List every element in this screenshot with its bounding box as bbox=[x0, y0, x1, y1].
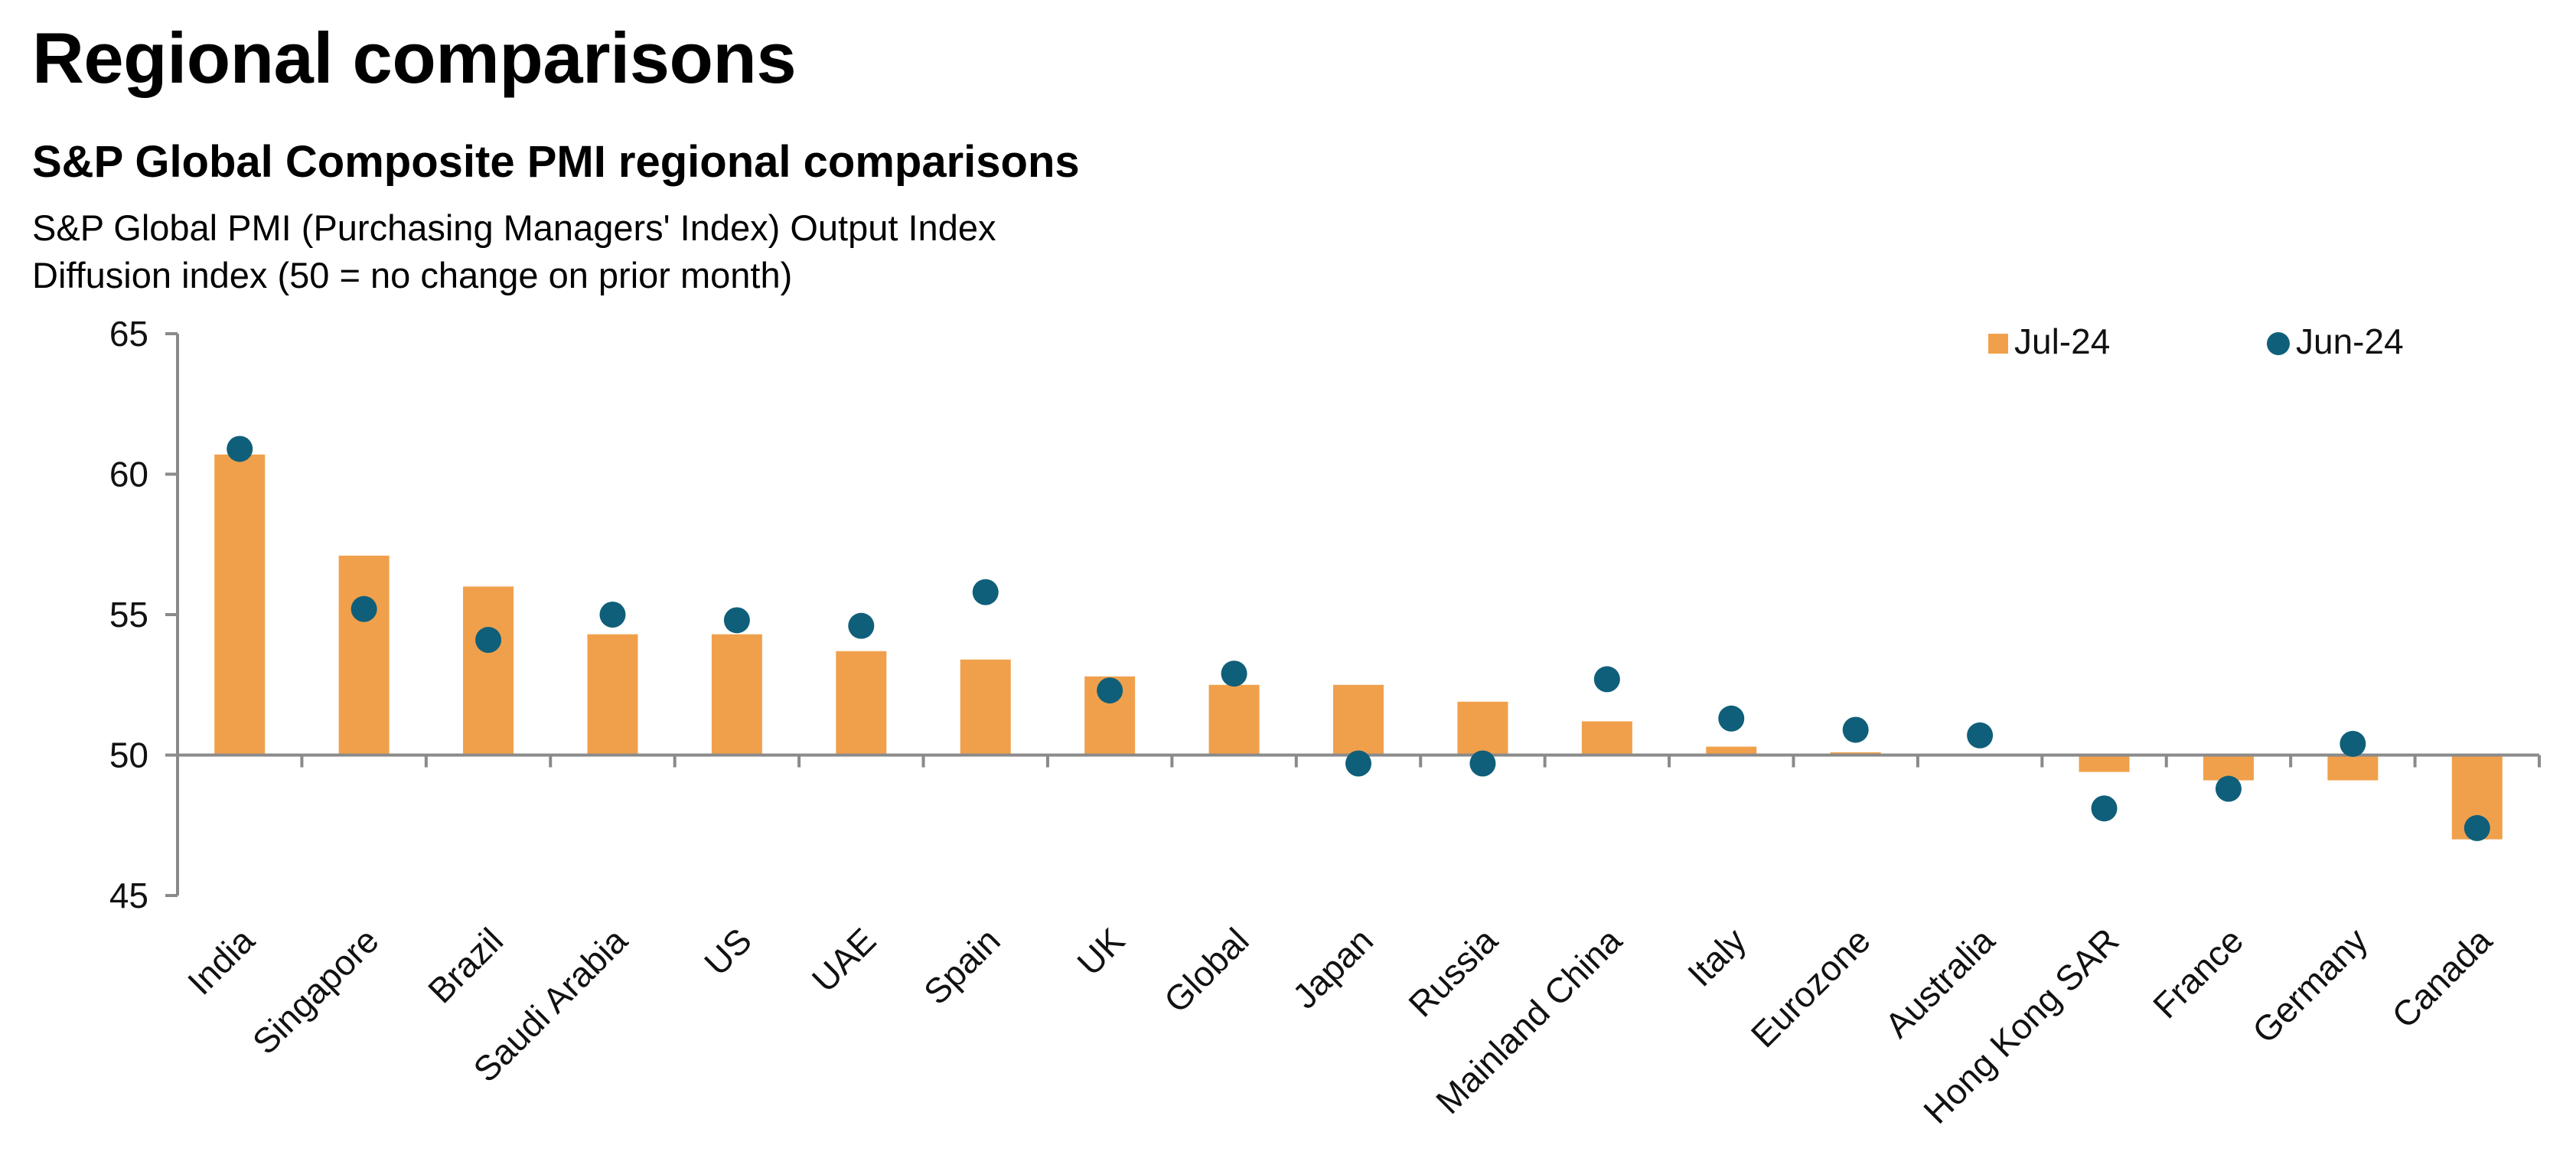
legend-swatch-jun-24 bbox=[2267, 332, 2290, 355]
dot-jun-24-hong-kong-sar bbox=[2091, 795, 2118, 822]
dot-jun-24-canada bbox=[2464, 814, 2490, 841]
category-label: Australia bbox=[1877, 920, 2003, 1046]
category-label: UAE bbox=[804, 920, 884, 1000]
dot-jun-24-eurozone bbox=[1842, 716, 1869, 743]
bar-jul-24-us bbox=[711, 634, 762, 755]
category-label: Singapore bbox=[245, 920, 386, 1062]
category-label: Brazil bbox=[420, 920, 510, 1010]
dot-jun-24-mainland-china bbox=[1593, 666, 1620, 693]
dot-jun-24-uae bbox=[848, 612, 875, 639]
chart-subtitle-diffusion: Diffusion index (50 = no change on prior… bbox=[32, 255, 793, 295]
bar-jul-24-india bbox=[214, 454, 266, 755]
bar-jul-24-brazil bbox=[463, 586, 514, 755]
category-label: UK bbox=[1069, 920, 1132, 983]
dot-jun-24-saudi-arabia bbox=[599, 602, 626, 628]
category-label: US bbox=[696, 920, 759, 983]
bar-jul-24-spain bbox=[960, 659, 1011, 755]
dot-jun-24-france bbox=[2215, 775, 2242, 802]
dot-jun-24-india bbox=[227, 436, 253, 462]
page-title: Regional comparisons bbox=[32, 18, 797, 98]
category-label: Germany bbox=[2245, 920, 2375, 1051]
y-tick-label: 60 bbox=[109, 455, 148, 494]
dot-jun-24-germany bbox=[2340, 730, 2366, 757]
category-label: France bbox=[2145, 920, 2251, 1026]
dot-jun-24-russia bbox=[1469, 750, 1496, 777]
dot-jun-24-spain bbox=[972, 579, 999, 605]
y-tick-label: 55 bbox=[109, 595, 148, 635]
category-label: Spain bbox=[916, 920, 1008, 1012]
bar-jul-24-uae bbox=[836, 651, 887, 755]
dot-jun-24-australia bbox=[1967, 722, 1994, 749]
dot-jun-24-singapore bbox=[351, 595, 377, 622]
category-label: India bbox=[180, 920, 262, 1003]
dot-jun-24-uk bbox=[1097, 677, 1123, 704]
bar-jul-24-hong-kong-sar bbox=[2079, 755, 2130, 772]
category-label: Canada bbox=[2384, 920, 2499, 1036]
bar-jul-24-saudi-arabia bbox=[587, 634, 638, 755]
bar-jul-24-germany bbox=[2327, 755, 2379, 781]
dot-jun-24-italy bbox=[1718, 705, 1745, 732]
y-tick-label: 50 bbox=[109, 736, 148, 775]
bar-jul-24-global bbox=[1208, 684, 1260, 755]
bar-jul-24-russia bbox=[1457, 701, 1508, 755]
bar-jul-24-singapore bbox=[338, 555, 390, 755]
y-tick-label: 45 bbox=[109, 876, 148, 915]
category-label: Japan bbox=[1285, 920, 1381, 1016]
dot-jun-24-brazil bbox=[475, 627, 502, 654]
y-tick-label: 65 bbox=[109, 314, 148, 354]
category-label: Russia bbox=[1400, 920, 1505, 1024]
dot-jun-24-japan bbox=[1345, 750, 1371, 777]
category-label: Italy bbox=[1680, 920, 1753, 993]
category-label: Global bbox=[1156, 920, 1257, 1020]
legend-label-jul-24: Jul-24 bbox=[2014, 321, 2110, 361]
bar-jul-24-mainland-china bbox=[1581, 721, 1632, 755]
bar-jul-24-japan bbox=[1333, 684, 1384, 755]
chart-title: S&P Global Composite PMI regional compar… bbox=[32, 137, 1080, 187]
bar-jul-24-italy bbox=[1706, 746, 1757, 755]
legend-label-jun-24: Jun-24 bbox=[2296, 321, 2404, 361]
dot-jun-24-us bbox=[723, 607, 750, 634]
category-label: Eurozone bbox=[1743, 920, 1878, 1055]
dot-jun-24-global bbox=[1221, 661, 1247, 687]
legend-swatch-jul-24 bbox=[1988, 334, 2008, 354]
chart-subtitle: S&P Global PMI (Purchasing Managers' Ind… bbox=[32, 207, 996, 248]
